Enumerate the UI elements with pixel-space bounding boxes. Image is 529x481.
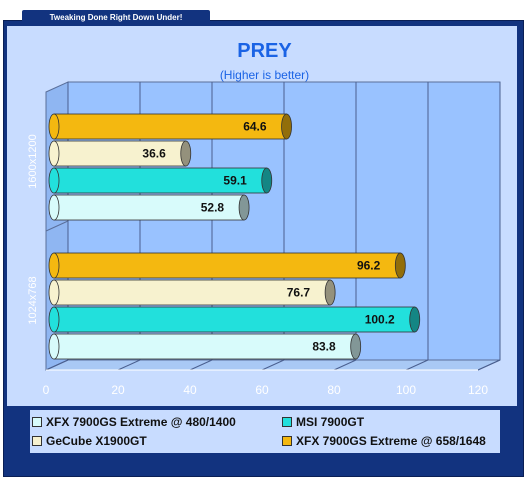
legend-swatch <box>282 436 292 446</box>
bar <box>53 167 268 194</box>
chart-legend: XFX 7900GS Extreme @ 480/1400 MSI 7900GT… <box>30 410 500 453</box>
floor-gridline <box>333 359 357 371</box>
legend-item-xfx-658: XFX 7900GS Extreme @ 658/1648 <box>282 434 486 448</box>
x-tick-label: 80 <box>327 383 341 397</box>
category-label: 1024x768 <box>27 276 39 324</box>
bar <box>53 194 245 221</box>
bar-start-cap <box>48 306 60 333</box>
bar <box>53 252 401 279</box>
bar-value-label: 96.2 <box>357 259 381 273</box>
bar <box>53 333 357 360</box>
legend-swatch <box>32 417 42 427</box>
bar-end-cap <box>281 113 292 140</box>
bar <box>53 306 416 333</box>
legend-label: MSI 7900GT <box>296 415 365 429</box>
floor-gridline <box>261 359 285 371</box>
chart-title: PREY <box>237 40 292 62</box>
bar-end-cap <box>238 194 250 221</box>
bar-end-cap <box>324 279 336 306</box>
bar-value-label: 100.2 <box>365 313 395 327</box>
legend-label: XFX 7900GS Extreme @ 658/1648 <box>296 434 486 448</box>
bar-start-cap <box>48 194 60 221</box>
bar-end-cap <box>180 140 192 167</box>
legend-item-gecube: GeCube X1900GT <box>32 434 147 448</box>
floor-gridline <box>45 359 69 371</box>
floor-gridline <box>405 359 429 371</box>
floor-gridline <box>117 359 141 371</box>
legend-label: GeCube X1900GT <box>46 434 147 448</box>
x-tick-label: 0 <box>43 383 50 397</box>
chart-subtitle: (Higher is better) <box>219 68 310 82</box>
category-divider <box>45 220 69 232</box>
bar-start-cap <box>48 252 60 279</box>
bar-end-cap <box>394 252 406 279</box>
legend-item-xfx-480: XFX 7900GS Extreme @ 480/1400 <box>32 415 236 429</box>
bar <box>53 113 287 140</box>
x-tick-label: 120 <box>468 383 488 397</box>
floor-gridline <box>189 359 213 371</box>
bar-value-label: 52.8 <box>201 201 225 215</box>
site-tab: Tweaking Done Right Down Under! <box>22 10 210 26</box>
bar-start-cap <box>48 279 60 306</box>
bar-value-label: 76.7 <box>287 286 311 300</box>
bar <box>53 140 187 167</box>
category-label: 1600x1200 <box>27 134 39 188</box>
x-tick-label: 60 <box>255 383 269 397</box>
legend-item-msi: MSI 7900GT <box>282 415 364 429</box>
bar-end-cap <box>261 167 273 194</box>
bar-value-label: 64.6 <box>243 120 267 134</box>
bar-value-label: 36.6 <box>142 147 166 161</box>
legend-swatch <box>32 436 42 446</box>
legend-swatch <box>282 417 292 427</box>
floor-gridline <box>477 359 501 371</box>
bar-start-cap <box>48 140 60 167</box>
bar-end-cap <box>350 333 362 360</box>
x-tick-label: 100 <box>396 383 416 397</box>
bar <box>53 279 331 306</box>
bar-value-label: 59.1 <box>223 174 247 188</box>
bar-start-cap <box>48 113 60 140</box>
bar-end-cap <box>409 306 421 333</box>
x-tick-label: 20 <box>111 383 125 397</box>
legend-label: XFX 7900GS Extreme @ 480/1400 <box>46 415 236 429</box>
bar-start-cap <box>48 167 60 194</box>
x-tick-label: 40 <box>183 383 197 397</box>
bar-value-label: 83.8 <box>312 340 336 354</box>
bar-start-cap <box>48 333 60 360</box>
